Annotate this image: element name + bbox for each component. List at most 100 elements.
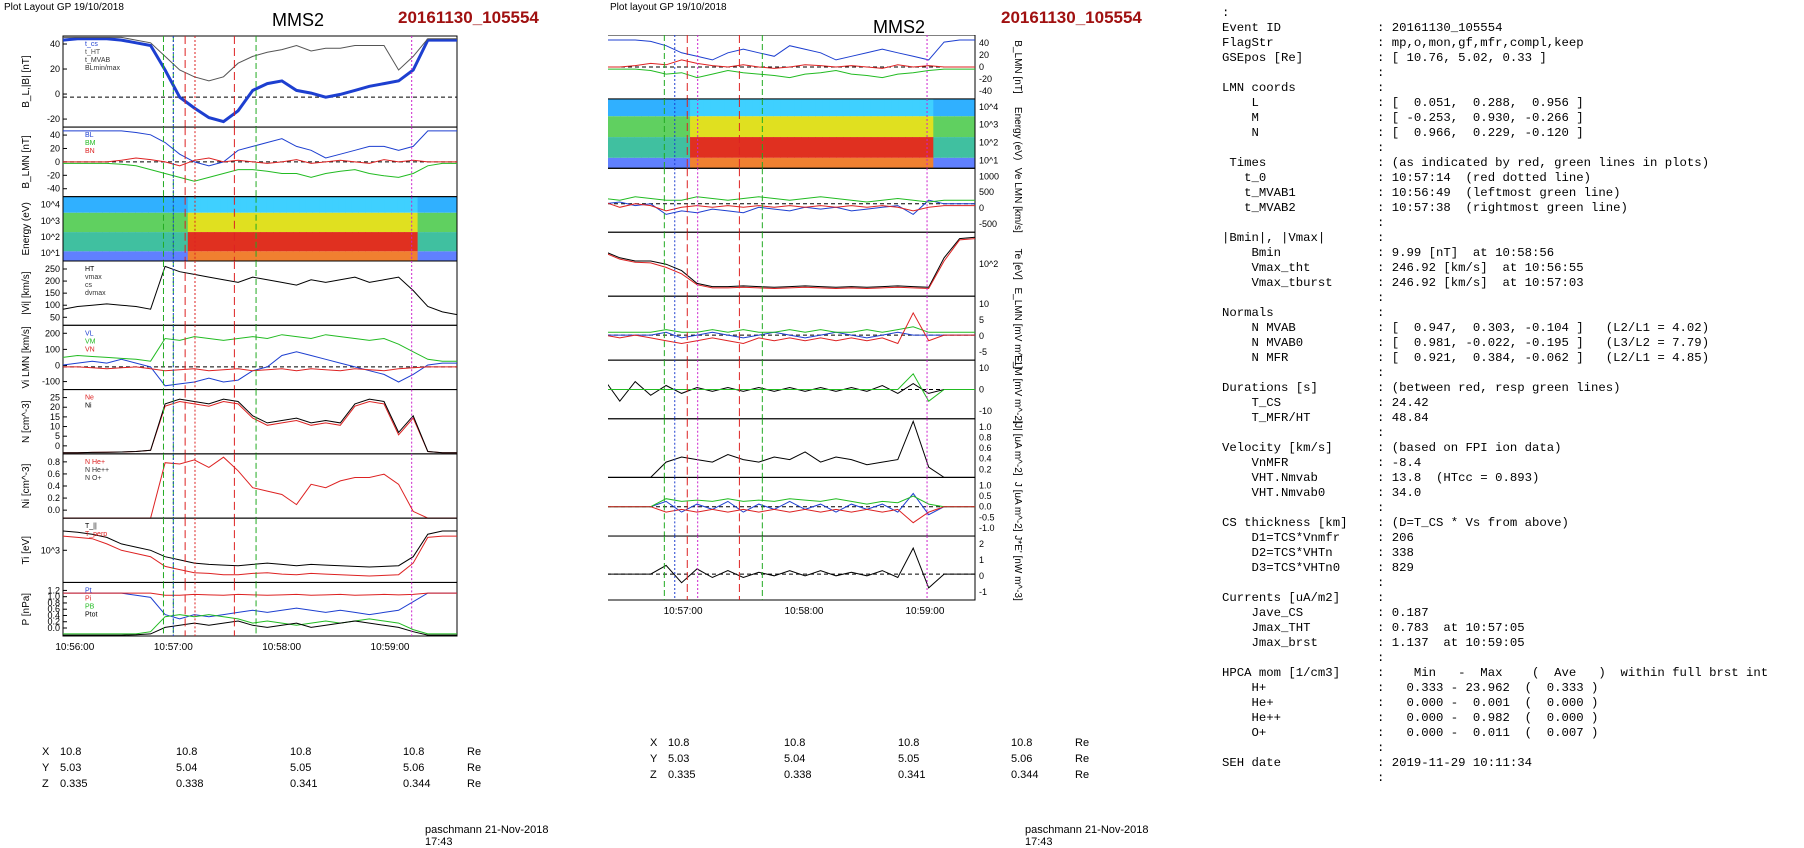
legend-entry: N He++ bbox=[85, 467, 109, 474]
position-value: 0.335 bbox=[668, 769, 696, 781]
series-line bbox=[608, 202, 975, 212]
panel-ytick-label: 0 bbox=[55, 89, 60, 99]
spectrogram-cell bbox=[822, 98, 830, 117]
spectrogram-cell bbox=[940, 157, 948, 169]
position-value: 0.341 bbox=[290, 778, 318, 790]
panel-ytick-label: -40 bbox=[979, 86, 992, 96]
spectrogram-cell bbox=[717, 157, 726, 169]
panel-ytick-label: 0.2 bbox=[47, 617, 60, 627]
spectrogram-cell bbox=[710, 98, 719, 117]
info-value: : 2019-11-29 10:11:34 bbox=[1377, 756, 1532, 770]
spectrogram-cell bbox=[279, 196, 287, 213]
info-line: N MFR: [ 0.921, 0.384, -0.062 ] (L2/L1 =… bbox=[1222, 351, 1710, 366]
info-value: : bbox=[1377, 366, 1385, 380]
spectrogram-cell bbox=[905, 98, 913, 117]
spectrogram-cell bbox=[870, 137, 879, 158]
spectrogram-cell bbox=[135, 212, 143, 233]
spectrogram-cell bbox=[877, 157, 886, 169]
position-value: 5.03 bbox=[668, 753, 690, 765]
panel-ytick-label: 50 bbox=[50, 312, 60, 322]
series-line bbox=[608, 546, 975, 589]
info-key: : bbox=[1222, 6, 1230, 20]
panel-ytick-label: -1.0 bbox=[979, 523, 995, 533]
info-value: : [ 0.981, -0.022, -0.195 ] (L3/L2 = 7.7… bbox=[1377, 336, 1710, 350]
spectrogram-cell bbox=[154, 212, 162, 233]
series-line bbox=[62, 334, 457, 362]
right-position-table: X 10.8 10.8 10.8 10.8 Re Y 5.03 5.04 5.05 5.06 Re Z 0… bbox=[608, 737, 1168, 787]
spectrogram-cell bbox=[312, 212, 320, 233]
spectrogram-cell bbox=[220, 212, 228, 233]
spectrogram-cell bbox=[752, 157, 761, 169]
panel-ytick-label: 0 bbox=[979, 331, 984, 341]
series-line bbox=[63, 157, 457, 167]
spectrogram-cell bbox=[371, 251, 379, 261]
legend-entry: Ne bbox=[85, 395, 94, 402]
info-key: Event ID bbox=[1222, 21, 1282, 35]
spectrogram-cell bbox=[766, 98, 774, 117]
legend-entry: BL bbox=[85, 132, 94, 139]
spectrogram-cell bbox=[676, 98, 684, 117]
spectrogram-cell bbox=[351, 232, 359, 252]
spectrogram-cell bbox=[286, 212, 294, 233]
panel-ylabel: |Vi| [km/s] bbox=[21, 271, 32, 315]
spectrogram-cell bbox=[608, 137, 615, 158]
spectrogram-cell bbox=[430, 251, 438, 261]
spectrogram-cell bbox=[168, 232, 176, 252]
spectrogram-cell bbox=[669, 116, 677, 138]
spectrogram-cell bbox=[122, 212, 130, 233]
spectrogram-cell bbox=[849, 98, 858, 117]
spectrogram-cell bbox=[752, 137, 761, 158]
position-value: 10.8 bbox=[898, 737, 920, 749]
info-line: VHT.Nmvab: 13.8 (HTcc = 0.893) bbox=[1222, 471, 1540, 486]
spectrogram-cell bbox=[292, 251, 300, 261]
panel-ytick-label: 20 bbox=[50, 402, 60, 412]
spectrogram-cell bbox=[266, 212, 274, 233]
spectrogram-cell bbox=[325, 196, 333, 213]
spectrogram-cell bbox=[279, 251, 287, 261]
info-line: Event ID: 20161130_105554 bbox=[1222, 21, 1502, 36]
spectrogram-cell bbox=[752, 116, 761, 138]
spectrogram-cell bbox=[738, 137, 747, 158]
legend-entry: Ni bbox=[85, 403, 92, 410]
spectrogram-cell bbox=[842, 98, 851, 117]
panel-ytick-label: 40 bbox=[979, 38, 989, 48]
spectrogram-cell bbox=[655, 157, 663, 169]
info-value: : 0.333 - 23.962 ( 0.333 ) bbox=[1377, 681, 1599, 695]
spectrogram-cell bbox=[849, 137, 858, 158]
position-value: 10.8 bbox=[403, 746, 425, 758]
spectrogram-cell bbox=[338, 232, 346, 252]
spectrogram-cell bbox=[780, 137, 788, 158]
spectrogram-cell bbox=[424, 196, 432, 213]
info-value: : 246.92 [km/s] at 10:57:03 bbox=[1377, 276, 1584, 290]
spectrogram-cell bbox=[787, 157, 795, 169]
info-line: Vmax_tburst: 246.92 [km/s] at 10:57:03 bbox=[1222, 276, 1584, 291]
spectrogram-cell bbox=[648, 116, 656, 138]
spectrogram-cell bbox=[815, 116, 823, 138]
series-line bbox=[608, 495, 975, 508]
spectrogram-cell bbox=[69, 251, 77, 261]
spectrogram-cell bbox=[773, 116, 781, 138]
spectrogram-cell bbox=[697, 116, 705, 138]
spectrogram-cell bbox=[365, 232, 373, 252]
panel-ylabel: Ti [eV] bbox=[21, 536, 32, 565]
position-value: 0.338 bbox=[176, 778, 204, 790]
spectrogram-cell bbox=[141, 251, 149, 261]
series-line bbox=[608, 59, 975, 69]
spectrogram-cell bbox=[273, 251, 281, 261]
series-line bbox=[63, 162, 457, 182]
spectrogram-cell bbox=[168, 196, 176, 213]
spectrogram-cell bbox=[801, 137, 809, 158]
info-value: : bbox=[1377, 651, 1385, 665]
spectrogram-cell bbox=[299, 212, 307, 233]
spectrogram-cell bbox=[207, 212, 215, 233]
spectrogram-cell bbox=[240, 196, 248, 213]
info-key: L bbox=[1222, 96, 1259, 110]
panel-ytick-label: 0 bbox=[979, 203, 984, 213]
spectrogram-cell bbox=[752, 98, 761, 117]
info-key: |Bmin|, |Vmax| bbox=[1222, 231, 1326, 245]
spectrogram-cell bbox=[384, 196, 392, 213]
series-line bbox=[63, 400, 457, 454]
info-value: : 1.137 at 10:59:05 bbox=[1377, 636, 1525, 650]
spectrogram-cell bbox=[738, 116, 747, 138]
